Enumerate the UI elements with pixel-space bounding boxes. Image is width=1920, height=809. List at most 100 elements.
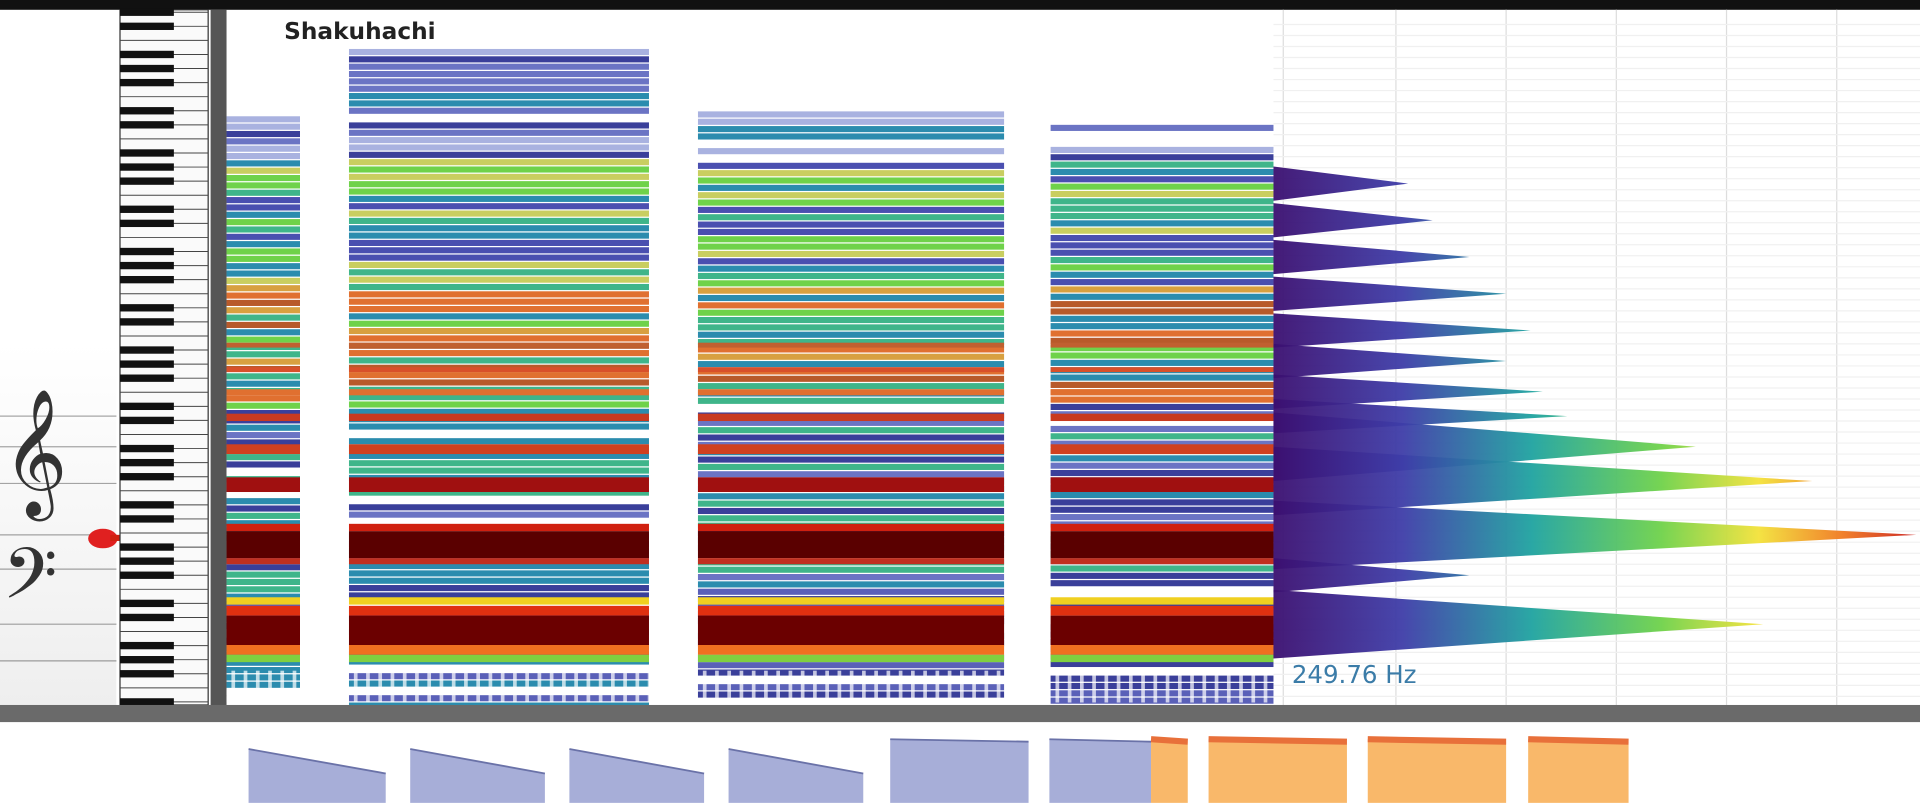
- spectral-band: [349, 262, 649, 268]
- harmonic-band: [227, 558, 300, 564]
- black-key: [120, 600, 174, 607]
- harmonic-band: [349, 414, 649, 421]
- spectral-band: [698, 398, 1004, 404]
- harmonic-band: [698, 389, 1004, 395]
- spectral-band: [227, 674, 300, 680]
- spectral-band: [227, 175, 300, 181]
- transient: [231, 671, 235, 703]
- transient: [1092, 671, 1096, 703]
- spectral-band: [227, 337, 300, 343]
- spectral-band: [227, 146, 300, 152]
- transient: [1202, 671, 1206, 703]
- spectral-band: [349, 225, 649, 231]
- spectral-band: [698, 376, 1004, 382]
- spectral-band: [698, 515, 1004, 521]
- transient: [574, 671, 578, 703]
- black-key: [120, 459, 174, 466]
- harmonic-band: [227, 524, 300, 531]
- black-key: [120, 557, 174, 564]
- black-key: [120, 220, 174, 227]
- spectral-band: [349, 460, 649, 466]
- harmonic-band: [349, 558, 649, 564]
- spectral-band: [698, 266, 1004, 272]
- harmonic-band: [1051, 645, 1274, 655]
- spectral-band: [349, 299, 649, 305]
- black-key: [120, 670, 174, 677]
- spectral-band: [227, 204, 300, 210]
- spectral-band: [1051, 250, 1274, 256]
- transient: [452, 671, 456, 703]
- transient: [489, 671, 493, 703]
- clip-thumbnail[interactable]: [1151, 739, 1188, 803]
- spectral-band: [227, 131, 300, 137]
- spectral-band: [349, 137, 649, 143]
- page: 𝄞 𝄢 Shakuhachi 249.76 Hz (() => { const …: [0, 0, 1920, 809]
- transient: [727, 671, 731, 703]
- spectral-band: [698, 185, 1004, 191]
- transient: [923, 671, 927, 703]
- spectral-band: [698, 434, 1004, 440]
- clip-thumbnail[interactable]: [1528, 739, 1628, 803]
- clip-thumbnail[interactable]: [890, 739, 1028, 803]
- spectral-band: [1051, 257, 1274, 263]
- transient: [1141, 671, 1145, 703]
- clip-thumbnail[interactable]: [1049, 739, 1151, 803]
- clip-thumbnail[interactable]: [1368, 739, 1506, 803]
- spectral-band: [227, 116, 300, 122]
- spectral-band: [227, 682, 300, 688]
- black-key: [120, 656, 174, 663]
- spectral-band: [1051, 206, 1274, 212]
- spectral-band: [349, 255, 649, 261]
- spectral-band: [227, 293, 300, 299]
- transient: [538, 671, 542, 703]
- black-key: [120, 515, 174, 522]
- spectral-band: [698, 457, 1004, 463]
- transient: [366, 671, 370, 703]
- svg-text:𝄢: 𝄢: [2, 533, 57, 633]
- instrument-title: Shakuhachi: [284, 18, 436, 45]
- harmonic-band: [227, 655, 300, 662]
- transient: [415, 671, 419, 703]
- transient: [862, 671, 866, 703]
- spectral-band: [349, 108, 649, 114]
- transient: [948, 671, 952, 703]
- black-key: [120, 543, 174, 550]
- spectral-band: [349, 130, 649, 136]
- spectral-band: [1051, 316, 1274, 322]
- harmonic-band: [349, 597, 649, 604]
- harmonic-band: [227, 597, 300, 604]
- spectral-band: [227, 285, 300, 291]
- spectral-band: [698, 354, 1004, 360]
- spectral-band: [349, 570, 649, 576]
- spectral-band: [349, 203, 649, 209]
- black-key: [120, 163, 174, 170]
- harmonic-band: [698, 531, 1004, 558]
- spectral-band: [698, 361, 1004, 367]
- spectral-band: [698, 236, 1004, 242]
- spectral-band: [1051, 565, 1274, 571]
- transient: [391, 671, 395, 703]
- spectral-band: [349, 64, 649, 70]
- spectral-band: [698, 662, 1004, 668]
- spectral-band: [349, 86, 649, 92]
- spectral-band: [227, 153, 300, 159]
- spectral-band: [349, 284, 649, 290]
- transient: [936, 671, 940, 703]
- spectral-band: [227, 256, 300, 262]
- spectral-band: [698, 288, 1004, 294]
- black-key: [120, 698, 174, 705]
- spectral-band: [227, 359, 300, 365]
- spectral-band: [698, 405, 1004, 411]
- spectral-band: [227, 263, 300, 269]
- spectral-band: [349, 49, 649, 55]
- spectral-band: [349, 269, 649, 275]
- spectral-band: [349, 291, 649, 297]
- harmonic-band: [349, 444, 649, 454]
- spectral-band: [1051, 360, 1274, 366]
- transient: [476, 671, 480, 703]
- harmonic-band: [698, 477, 1004, 492]
- spectral-band: [698, 177, 1004, 183]
- spectral-band: [349, 122, 649, 128]
- clip-thumbnail[interactable]: [1209, 739, 1347, 803]
- harmonic-band: [1051, 477, 1274, 492]
